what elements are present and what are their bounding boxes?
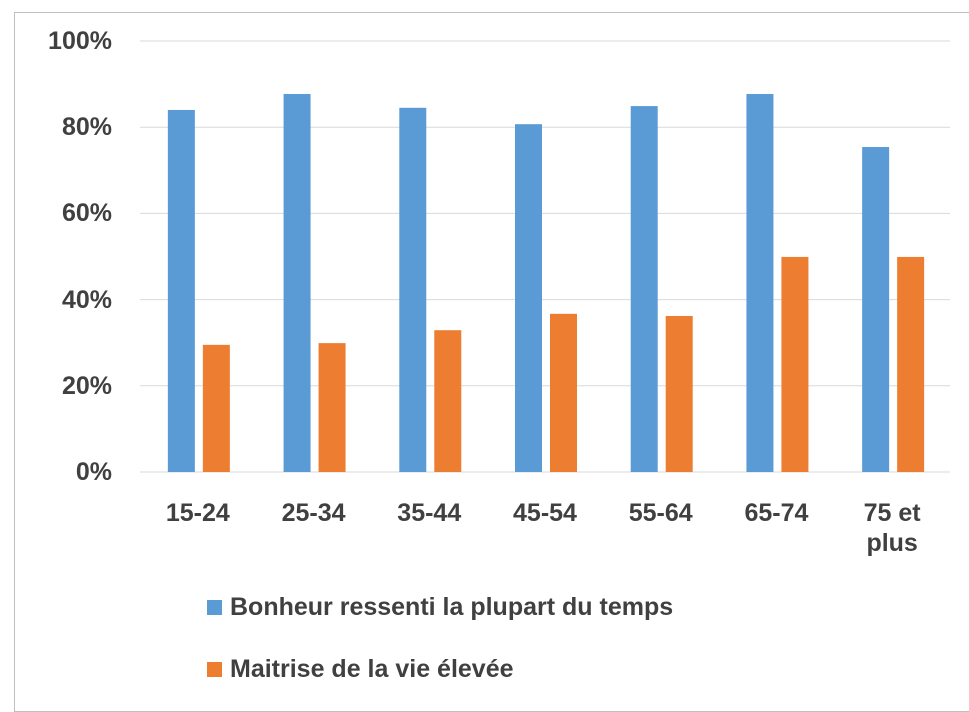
legend-swatch [207, 662, 222, 677]
y-tick-label: 20% [61, 371, 112, 400]
x-tick-label: 45-54 [513, 499, 577, 527]
plot [140, 40, 950, 677]
x-tick-label: 25-34 [281, 499, 346, 527]
bar [434, 330, 462, 472]
bar [746, 94, 774, 472]
bar [202, 344, 230, 472]
bar [515, 124, 542, 473]
y-tick-label: 40% [61, 285, 112, 314]
y-tick-label: 100% [48, 27, 112, 55]
y-tick-label: 80% [61, 113, 112, 142]
legend-swatch [207, 600, 222, 615]
bar [399, 107, 427, 473]
bar [665, 315, 693, 472]
bar [283, 94, 311, 472]
bar [862, 147, 890, 472]
bar [897, 256, 925, 472]
bar [550, 313, 577, 472]
chart: 0% 20% 40% 60% 80% 100% 15-24 25-34 35-44 45-54 55… [14, 12, 969, 712]
x-tick-label: 55-64 [628, 499, 693, 527]
x-tick-label: 15-24 [165, 499, 230, 527]
x-tick-label: 35-44 [397, 499, 462, 527]
bar [781, 256, 809, 472]
y-tick-label: 60% [61, 199, 112, 228]
x-tick-label: 65-74 [744, 499, 809, 527]
bar [167, 109, 195, 473]
y-tick-label: 0% [75, 458, 112, 486]
bar [318, 343, 346, 472]
bar [630, 106, 658, 473]
legend-label: Maitrise de la vie élevée [230, 655, 514, 683]
legend-label: Bonheur ressenti la plupart du temps [230, 593, 674, 621]
x-tick-label: 75 et plus [863, 499, 921, 557]
